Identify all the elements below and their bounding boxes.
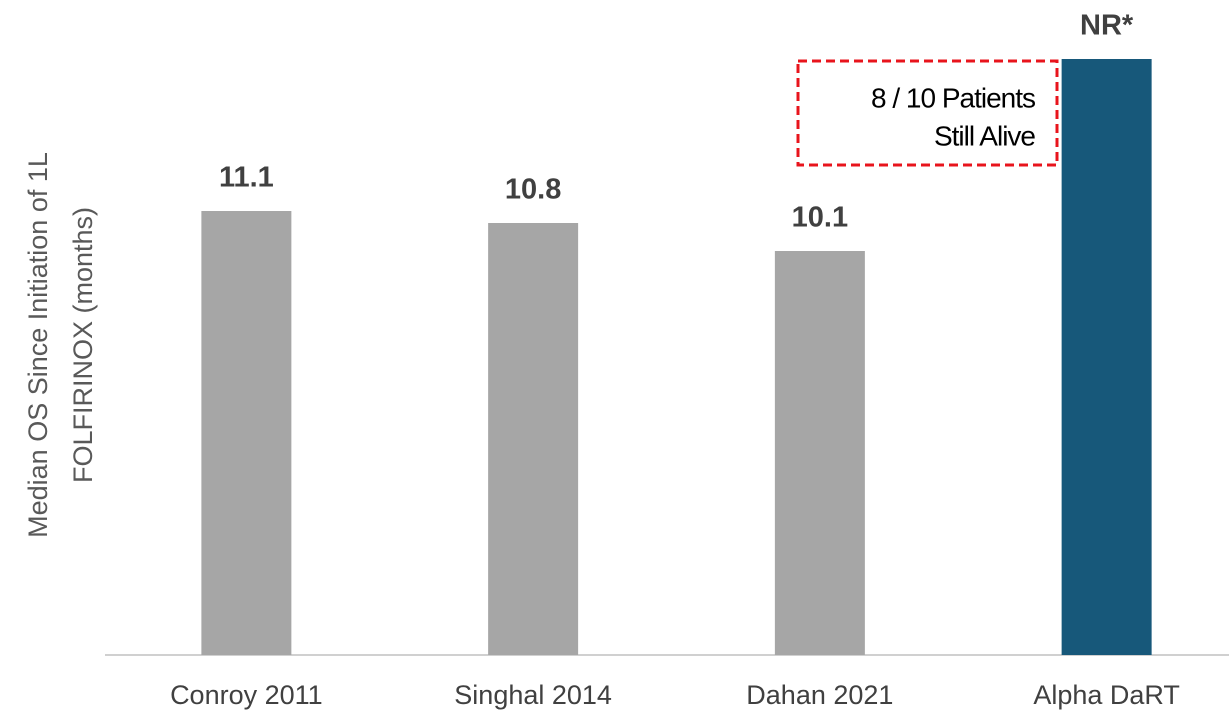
data-label: 11.1 <box>219 162 274 194</box>
y-axis-title-line: FOLFIRINOX (months) <box>68 207 98 483</box>
annotation-text: Still Alive <box>934 120 1035 151</box>
x-tick-label: Dahan 2021 <box>746 680 893 710</box>
bar <box>201 211 292 655</box>
x-tick-label: Singhal 2014 <box>454 680 612 710</box>
bar <box>1061 59 1152 655</box>
data-label: NR* <box>1080 10 1134 42</box>
x-tick-label: Alpha DaRT <box>1033 680 1180 710</box>
x-tick-label: Conroy 2011 <box>170 680 323 710</box>
bar <box>774 251 865 655</box>
data-label: 10.8 <box>505 174 561 206</box>
y-axis-title: Median OS Since Initiation of 1L FOLFIRI… <box>23 152 98 538</box>
annotation-box <box>796 59 1059 167</box>
y-axis-title-line: Median OS Since Initiation of 1L <box>23 152 53 538</box>
annotation-text: 8 / 10 Patients <box>871 82 1035 113</box>
bar <box>488 223 579 655</box>
data-label: 10.1 <box>792 202 848 234</box>
